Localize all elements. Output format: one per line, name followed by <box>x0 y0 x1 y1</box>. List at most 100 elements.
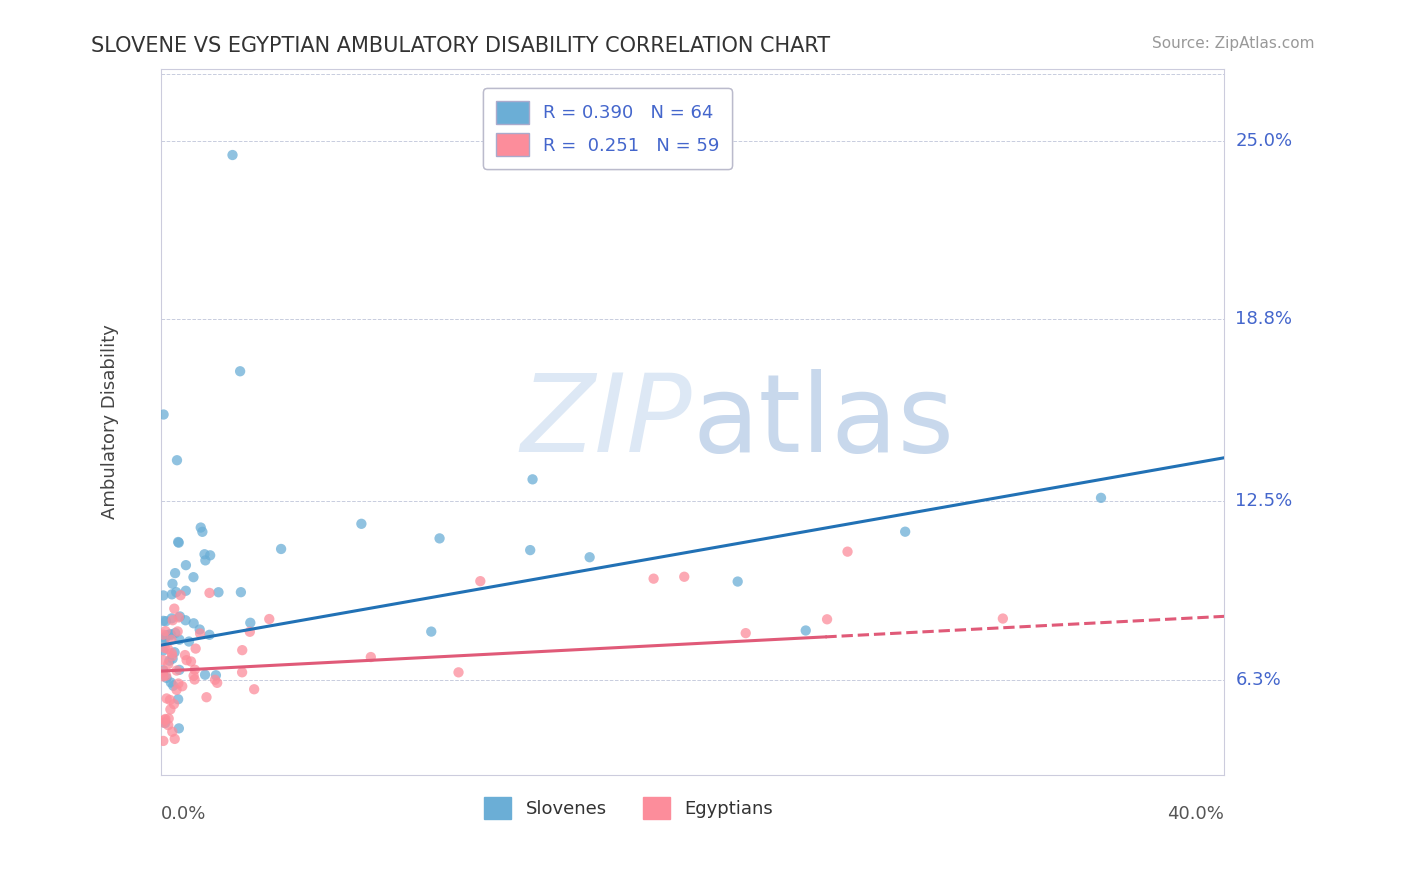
Point <box>165 566 187 581</box>
Point <box>157 712 180 726</box>
Point <box>167 535 190 549</box>
Point <box>184 641 207 656</box>
Point <box>180 655 202 669</box>
Point <box>270 541 292 556</box>
Point <box>160 628 183 642</box>
Point <box>229 364 252 378</box>
Point <box>156 628 179 642</box>
Point <box>155 712 177 726</box>
Point <box>159 702 181 716</box>
Point <box>198 549 221 563</box>
Point <box>188 626 211 640</box>
Text: atlas: atlas <box>692 368 955 475</box>
Point <box>162 576 184 591</box>
Point <box>837 544 859 558</box>
Point <box>152 715 174 730</box>
Point <box>447 665 470 680</box>
Point <box>522 472 544 486</box>
Point <box>174 558 197 573</box>
Point <box>1090 491 1112 505</box>
Point <box>174 648 197 662</box>
Point <box>152 589 174 603</box>
Point <box>194 553 217 567</box>
Text: 0.0%: 0.0% <box>160 805 207 823</box>
Point <box>231 665 253 680</box>
Point <box>160 648 183 663</box>
Point <box>207 585 229 599</box>
Point <box>176 653 198 667</box>
Point <box>159 693 181 707</box>
Point <box>163 645 186 659</box>
Point <box>167 535 190 549</box>
Point <box>194 667 217 681</box>
Text: Ambulatory Disability: Ambulatory Disability <box>101 325 118 519</box>
Legend: R = 0.390   N = 64, R =  0.251   N = 59: R = 0.390 N = 64, R = 0.251 N = 59 <box>484 88 733 169</box>
Point <box>162 724 184 739</box>
Point <box>239 624 262 639</box>
Point <box>163 697 186 711</box>
Point <box>198 586 221 600</box>
Point <box>152 669 174 683</box>
Point <box>166 453 188 467</box>
Point <box>156 691 179 706</box>
Point <box>169 609 191 624</box>
Point <box>177 634 200 648</box>
Point <box>153 716 176 731</box>
Text: 18.8%: 18.8% <box>1236 310 1292 328</box>
Point <box>156 642 179 657</box>
Point <box>174 583 197 598</box>
Point <box>152 408 174 422</box>
Point <box>152 653 174 667</box>
Point <box>163 601 186 615</box>
Point <box>160 587 183 601</box>
Text: 40.0%: 40.0% <box>1167 805 1225 823</box>
Point <box>153 640 176 655</box>
Point <box>470 574 492 589</box>
Point <box>174 613 197 627</box>
Point <box>193 547 215 561</box>
Point <box>162 651 184 665</box>
Point <box>183 616 205 631</box>
Point <box>183 669 205 683</box>
Point <box>153 631 176 645</box>
Point <box>815 612 838 626</box>
Point <box>429 532 451 546</box>
Point <box>350 516 373 531</box>
Text: 25.0%: 25.0% <box>1236 132 1292 150</box>
Point <box>152 614 174 628</box>
Point <box>205 668 228 682</box>
Point <box>165 585 187 599</box>
Text: Source: ZipAtlas.com: Source: ZipAtlas.com <box>1152 36 1315 51</box>
Text: SLOVENE VS EGYPTIAN AMBULATORY DISABILITY CORRELATION CHART: SLOVENE VS EGYPTIAN AMBULATORY DISABILIT… <box>91 36 831 55</box>
Point <box>152 663 174 677</box>
Text: ZIP: ZIP <box>520 369 692 475</box>
Point <box>991 611 1014 625</box>
Point <box>162 679 184 693</box>
Point <box>166 664 188 678</box>
Point <box>673 570 696 584</box>
Point <box>160 675 183 690</box>
Point <box>239 615 262 630</box>
Point <box>166 682 188 697</box>
Text: 6.3%: 6.3% <box>1236 671 1281 689</box>
Point <box>152 664 174 678</box>
Point <box>155 668 177 682</box>
Point <box>166 624 188 639</box>
Point <box>184 663 207 677</box>
Point <box>169 663 191 677</box>
Point <box>152 628 174 642</box>
Point <box>198 628 221 642</box>
Point <box>195 690 218 705</box>
Point <box>420 624 443 639</box>
Point <box>157 718 180 732</box>
Point <box>159 654 181 668</box>
Point <box>155 671 177 685</box>
Point <box>160 646 183 660</box>
Point <box>167 722 190 736</box>
Point <box>205 676 228 690</box>
Point <box>167 610 190 624</box>
Point <box>519 543 541 558</box>
Point <box>172 679 194 693</box>
Text: 12.5%: 12.5% <box>1236 492 1292 510</box>
Point <box>152 632 174 646</box>
